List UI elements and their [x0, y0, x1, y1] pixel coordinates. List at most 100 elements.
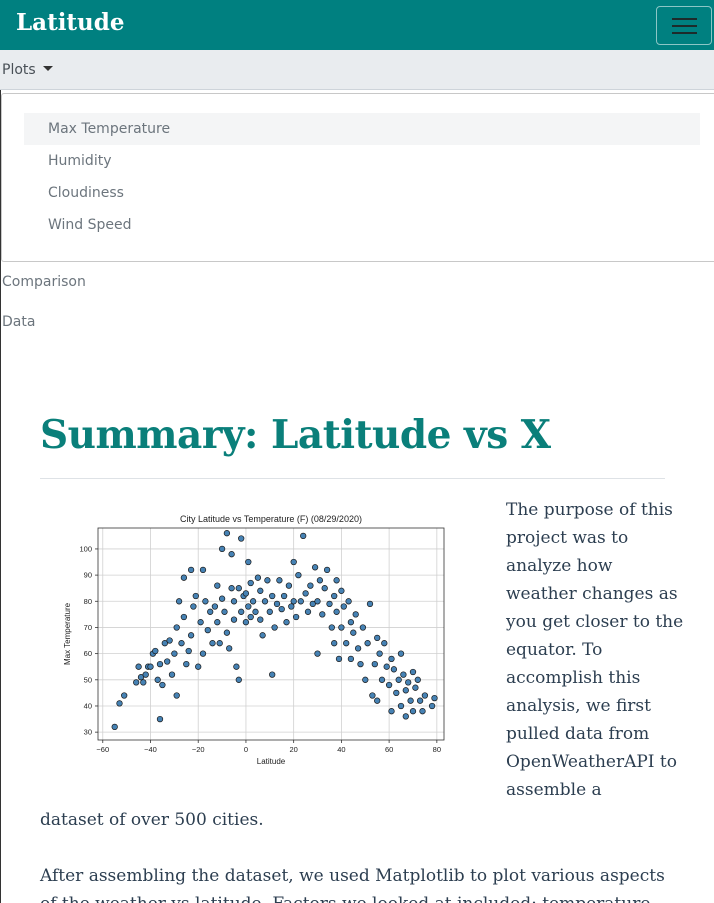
plots-dropdown-menu: Max Temperature Humidity Cloudiness Wind… [1, 93, 714, 262]
data-point [280, 592, 288, 600]
dropdown-item-wind-speed[interactable]: Wind Speed [48, 217, 132, 233]
data-point [171, 650, 178, 657]
data-point [369, 692, 376, 699]
data-point [257, 587, 264, 594]
data-point [178, 640, 185, 647]
dropdown-item-cloudiness[interactable]: Cloudiness [48, 185, 124, 201]
data-point [290, 558, 297, 566]
data-point [314, 598, 321, 605]
latitude-vs-temperature-chart: −60 −40 −20 0 20 40 60 80 30 40 50 60 70 80 90 100 City … [63, 514, 445, 766]
data-point [400, 671, 407, 678]
data-point [333, 577, 340, 584]
data-point [164, 658, 171, 665]
data-point [362, 676, 369, 683]
intro-paragraph-continued: dataset of over 500 cities. [40, 810, 264, 830]
data-point [359, 624, 367, 631]
data-point [278, 605, 285, 613]
data-point [259, 632, 266, 639]
data-point [230, 616, 238, 623]
data-point [180, 613, 188, 621]
data-point [285, 582, 293, 589]
data-point [354, 645, 362, 652]
dropdown-item-max-temperature[interactable]: Max Temperature [24, 113, 700, 145]
nav-link-data[interactable]: Data [2, 314, 36, 330]
data-point [319, 611, 326, 618]
data-point [216, 640, 223, 647]
data-point [135, 663, 142, 670]
data-point [409, 668, 417, 676]
nav-link-comparison[interactable]: Comparison [2, 274, 86, 290]
data-point [264, 577, 271, 584]
data-point [140, 679, 147, 686]
data-point [245, 558, 252, 566]
data-point [261, 598, 269, 605]
dropdown-item-humidity[interactable]: Humidity [48, 153, 112, 169]
data-point [226, 645, 233, 652]
data-point [233, 663, 240, 670]
data-point [352, 611, 359, 618]
data-point [307, 582, 314, 589]
data-point [228, 585, 235, 592]
x-axis-label: Latitude [257, 757, 286, 766]
plots-dropdown-toggle[interactable]: Plots [2, 62, 53, 78]
data-point [390, 666, 398, 673]
data-point [247, 579, 254, 587]
data-point [269, 671, 276, 678]
plots-menu-bar: Plots [0, 50, 714, 90]
data-point [397, 650, 405, 657]
brand-title[interactable]: Latitude [16, 9, 125, 36]
data-point [152, 647, 159, 655]
data-point [412, 684, 419, 691]
data-point [242, 619, 250, 626]
data-point [335, 655, 343, 663]
hamburger-icon[interactable] [656, 6, 712, 45]
x-tick-label: 0 [244, 745, 248, 754]
data-point [218, 545, 226, 553]
caret-down-icon [42, 66, 53, 71]
data-point [421, 692, 429, 699]
data-point [173, 692, 180, 699]
page-border [0, 50, 1, 903]
data-point [397, 702, 405, 710]
data-point [333, 608, 340, 615]
data-point [350, 629, 357, 636]
data-point [147, 663, 154, 670]
data-point [116, 700, 123, 707]
analysis-paragraph: After assembling the dataset, we used Ma… [40, 866, 665, 903]
data-point [331, 592, 338, 600]
data-point [402, 687, 409, 694]
data-point [142, 671, 149, 678]
data-point [276, 577, 283, 584]
data-point [321, 585, 328, 592]
data-point [161, 640, 168, 647]
data-point [254, 574, 262, 581]
data-point [168, 671, 176, 678]
data-point [338, 624, 345, 631]
data-point [366, 600, 374, 608]
data-point [295, 571, 302, 579]
data-point [383, 663, 390, 670]
data-point [156, 715, 164, 723]
data-point [405, 679, 412, 686]
data-point [388, 655, 395, 663]
y-tick-label: 80 [84, 597, 92, 606]
data-point [407, 697, 414, 704]
data-point [269, 592, 276, 600]
data-point [192, 592, 199, 600]
data-point [347, 655, 355, 663]
y-tick-label: 40 [84, 702, 92, 711]
data-point [242, 590, 250, 597]
data-point [388, 708, 395, 715]
data-point [326, 600, 333, 608]
data-point [340, 603, 347, 610]
data-point [121, 692, 128, 699]
data-point [195, 663, 202, 670]
data-point [376, 650, 383, 657]
data-point [202, 598, 209, 605]
data-point [204, 626, 211, 634]
data-point [180, 574, 188, 581]
x-tick-label: 40 [337, 745, 345, 754]
data-point [323, 566, 331, 574]
data-point [378, 676, 386, 683]
data-point [304, 608, 312, 615]
